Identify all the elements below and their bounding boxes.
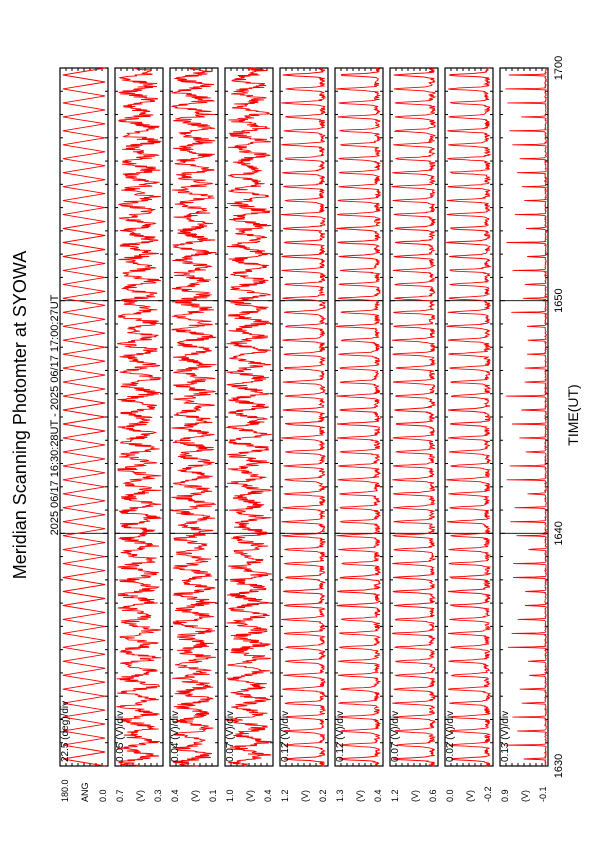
series-trace (116, 67, 162, 767)
panel-scale-label: 0.12 (V)/div (335, 711, 346, 762)
panel-bottom-value: -0.1 (538, 786, 548, 802)
series-trace (505, 67, 548, 767)
panel-name: (V) (355, 790, 365, 802)
x-tick-label: 1640 (553, 521, 565, 545)
panel-scale-label: 0.07 (V)/div (225, 711, 236, 762)
series-trace (391, 67, 437, 767)
panel-name: (V) (465, 790, 475, 802)
panel-bottom-value: -0.2 (483, 786, 493, 802)
panel-name: (V) (410, 790, 420, 802)
panel-scale-label: 0.07 (V)/div (390, 711, 401, 762)
panel-scale-label: 0.13 (V)/div (500, 711, 511, 762)
panel-scale-label: 0.12 (V)/div (280, 711, 291, 762)
panel-top-value: 1.0 (225, 789, 235, 802)
panel-name: (V) (300, 790, 310, 802)
panel-bottom-value: 0.2 (318, 789, 328, 802)
chart-title: Meridian Scanning Photomter at SYOWA (10, 251, 30, 579)
x-tick-label: 1700 (553, 56, 565, 80)
series-trace (226, 67, 273, 767)
panel-name: (V) (190, 790, 200, 802)
panel-bottom-value: 0.0 (98, 789, 108, 802)
series-trace (62, 67, 106, 767)
panel-scale-label: 0.05 (V)/div (115, 711, 126, 762)
panel-top-value: 0.7 (115, 789, 125, 802)
panel-scale-label: 0.02 (V)/div (445, 711, 456, 762)
panel-3: 0.04 (V)/div 0.4 (V) 0.1 (169, 67, 219, 802)
panel-scale-label: 22.5 (deg)/div (60, 701, 71, 762)
x-tick-label: 1630 (553, 754, 565, 778)
series-trace (280, 67, 327, 767)
panel-top-value: 1.2 (390, 789, 400, 802)
panel-bottom-value: 0.1 (208, 789, 218, 802)
panel-name: (V) (135, 790, 145, 802)
panel-frame (59, 67, 109, 767)
panel-top-value: 180.0 (60, 779, 70, 802)
series-trace (336, 67, 382, 767)
panel-scale-label: 0.04 (V)/div (170, 711, 181, 762)
x-tick-labels: 1630 1640 1650 1700 (553, 56, 565, 778)
x-axis-label: TIME(UT) (565, 384, 581, 445)
panel-6: 0.12 (V)/div 1.3 (V) 0.4 (334, 67, 384, 802)
series-trace (445, 67, 492, 767)
time-range-label: 2025 06/17 16:30:28UT - 2025 06/17 17:00… (49, 294, 61, 535)
panel-7: 0.07 (V)/div 1.2 (V) 0.6 (389, 67, 439, 802)
panel-9: 0.13 (V)/div 0.9 (V) -0.1 (499, 67, 549, 802)
x-tick-label: 1650 (553, 288, 565, 312)
panel-top-value: 1.3 (335, 789, 345, 802)
panel-bottom-value: 0.4 (373, 789, 383, 802)
panels: 22.5 (deg)/div 180.0 ANG 0.0 0.05 (V)/div 0.7… (59, 67, 549, 802)
panel-name: (V) (520, 790, 530, 802)
panel-top-value: 0.4 (170, 789, 180, 802)
panel-top-value: 1.2 (280, 789, 290, 802)
panel-bottom-value: 0.4 (263, 789, 273, 802)
panel-8: 0.02 (V)/div 0.0 (V) -0.2 (444, 67, 494, 802)
panel-2: 0.05 (V)/div 0.7 (V) 0.3 (114, 67, 164, 802)
series-trace (170, 67, 217, 767)
panel-top-value: 0.9 (500, 789, 510, 802)
panel-5: 0.12 (V)/div 1.2 (V) 0.2 (279, 67, 329, 802)
panel-bottom-value: 0.3 (153, 789, 163, 802)
panel-name: (V) (245, 790, 255, 802)
panel-4: 0.07 (V)/div 1.0 (V) 0.4 (224, 67, 274, 802)
panel-top-value: 0.0 (445, 789, 455, 802)
panel-bottom-value: 0.6 (428, 789, 438, 802)
panel-1: 22.5 (deg)/div 180.0 ANG 0.0 (59, 67, 109, 802)
panel-name: ANG (80, 782, 90, 802)
